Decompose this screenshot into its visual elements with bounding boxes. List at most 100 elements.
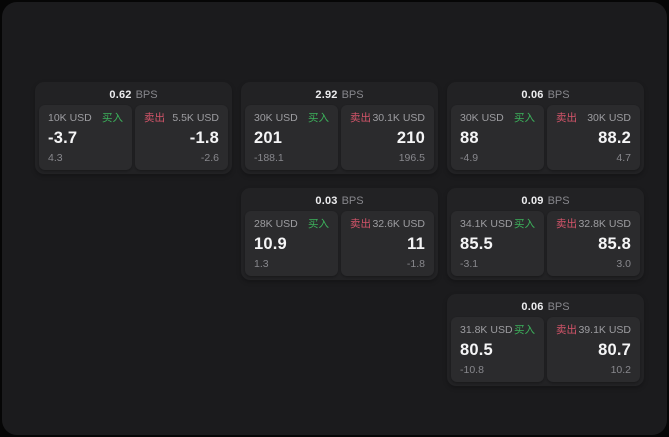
spread-value: 0.09: [521, 194, 544, 207]
bps-unit-label: BPS: [341, 88, 364, 101]
buy-delta: -4.9: [460, 151, 479, 164]
quote-panes: 30K USD 买入 88 -4.9 卖出 30K USD 88.2 4.7: [447, 105, 644, 174]
quote-panes: 31.8K USD 买入 80.5 -10.8 卖出 39.1K USD 80.…: [447, 317, 644, 386]
sell-tile-top: 卖出 32.8K USD: [556, 219, 631, 230]
buy-delta: 1.3: [254, 257, 269, 270]
buy-price: 88: [460, 128, 479, 147]
sell-side-label: 卖出: [350, 112, 371, 124]
sell-side-label: 卖出: [350, 218, 371, 230]
buy-tile-top: 10K USD 买入: [48, 113, 123, 124]
spread-value: 0.62: [109, 88, 132, 101]
quote-card-grid: 0.62 BPS 10K USD 买入 -3.7 4.3 卖出: [35, 82, 644, 386]
sell-notional: 32.8K USD: [578, 218, 631, 230]
buy-side-label: 买入: [308, 218, 329, 230]
buy-price: 80.5: [460, 340, 493, 359]
sell-quote-tile[interactable]: 卖出 30K USD 88.2 4.7: [547, 105, 640, 170]
buy-delta: -188.1: [254, 151, 284, 164]
spread-header: 0.62 BPS: [35, 82, 232, 105]
sell-price: 80.7: [598, 340, 631, 359]
sell-tile-top: 卖出 32.6K USD: [350, 219, 425, 230]
sell-price: 210: [396, 128, 425, 147]
buy-delta: -3.1: [460, 257, 479, 270]
buy-tile-top: 30K USD 买入: [254, 113, 329, 124]
buy-delta: 4.3: [48, 151, 63, 164]
spread-header: 0.06 BPS: [447, 294, 644, 317]
buy-notional: 28K USD: [254, 218, 298, 230]
buy-side-label: 买入: [514, 112, 535, 124]
quote-panes: 34.1K USD 买入 85.5 -3.1 卖出 32.8K USD 85.8…: [447, 211, 644, 280]
spread-value: 0.06: [521, 88, 544, 101]
buy-delta: -10.8: [460, 363, 484, 376]
sell-side-label: 卖出: [556, 112, 577, 124]
buy-tile-top: 31.8K USD 买入: [460, 325, 535, 336]
bps-unit-label: BPS: [341, 194, 364, 207]
buy-price: 10.9: [254, 234, 287, 253]
sell-quote-tile[interactable]: 卖出 32.6K USD 11 -1.8: [341, 211, 434, 276]
buy-notional: 30K USD: [254, 112, 298, 124]
buy-notional: 10K USD: [48, 112, 92, 124]
buy-quote-tile[interactable]: 10K USD 买入 -3.7 4.3: [39, 105, 132, 170]
bps-unit-label: BPS: [135, 88, 158, 101]
buy-quote-tile[interactable]: 34.1K USD 买入 85.5 -3.1: [451, 211, 544, 276]
buy-price: 201: [254, 128, 283, 147]
sell-quote-tile[interactable]: 卖出 30.1K USD 210 196.5: [341, 105, 434, 170]
buy-notional: 31.8K USD: [460, 324, 513, 336]
quote-card-3: 0.06 BPS 30K USD 买入 88 -4.9 卖出: [447, 82, 644, 174]
buy-quote-tile[interactable]: 28K USD 买入 10.9 1.3: [245, 211, 338, 276]
sell-price: 85.8: [598, 234, 631, 253]
quote-card-5: 0.09 BPS 34.1K USD 买入 85.5 -3.1 卖出: [447, 188, 644, 280]
quote-panes: 10K USD 买入 -3.7 4.3 卖出 5.5K USD -1.8 -2.…: [35, 105, 232, 174]
sell-tile-top: 卖出 30.1K USD: [350, 113, 425, 124]
buy-side-label: 买入: [102, 112, 123, 124]
sell-quote-tile[interactable]: 卖出 39.1K USD 80.7 10.2: [547, 317, 640, 382]
sell-delta: 4.7: [616, 151, 631, 164]
sell-notional: 30.1K USD: [372, 112, 425, 124]
sell-side-label: 卖出: [144, 112, 165, 124]
sell-quote-tile[interactable]: 卖出 5.5K USD -1.8 -2.6: [135, 105, 228, 170]
sell-price: 11: [407, 234, 425, 253]
buy-quote-tile[interactable]: 31.8K USD 买入 80.5 -10.8: [451, 317, 544, 382]
sell-notional: 32.6K USD: [372, 218, 425, 230]
buy-notional: 34.1K USD: [460, 218, 513, 230]
sell-side-label: 卖出: [556, 218, 577, 230]
sell-delta: 10.2: [610, 363, 631, 376]
buy-side-label: 买入: [308, 112, 329, 124]
quote-card-2: 2.92 BPS 30K USD 买入 201 -188.1 卖出: [241, 82, 438, 174]
bps-unit-label: BPS: [547, 300, 570, 313]
sell-delta: -2.6: [200, 151, 219, 164]
sell-quote-tile[interactable]: 卖出 32.8K USD 85.8 3.0: [547, 211, 640, 276]
buy-notional: 30K USD: [460, 112, 504, 124]
buy-tile-top: 34.1K USD 买入: [460, 219, 535, 230]
buy-tile-top: 28K USD 买入: [254, 219, 329, 230]
buy-tile-top: 30K USD 买入: [460, 113, 535, 124]
quote-card-1: 0.62 BPS 10K USD 买入 -3.7 4.3 卖出: [35, 82, 232, 174]
buy-quote-tile[interactable]: 30K USD 买入 88 -4.9: [451, 105, 544, 170]
buy-side-label: 买入: [514, 324, 535, 336]
quote-panes: 30K USD 买入 201 -188.1 卖出 30.1K USD 210 1…: [241, 105, 438, 174]
sell-price: -1.8: [189, 128, 219, 147]
spread-header: 2.92 BPS: [241, 82, 438, 105]
sell-price: 88.2: [598, 128, 631, 147]
bps-unit-label: BPS: [547, 88, 570, 101]
buy-price: -3.7: [48, 128, 78, 147]
spread-header: 0.09 BPS: [447, 188, 644, 211]
sell-notional: 39.1K USD: [578, 324, 631, 336]
sell-delta: 3.0: [616, 257, 631, 270]
quote-card-6: 0.06 BPS 31.8K USD 买入 80.5 -10.8 卖: [447, 294, 644, 386]
quote-panes: 28K USD 买入 10.9 1.3 卖出 32.6K USD 11 -1.8: [241, 211, 438, 280]
sell-notional: 5.5K USD: [172, 112, 219, 124]
spread-header: 0.03 BPS: [241, 188, 438, 211]
spread-value: 2.92: [315, 88, 338, 101]
sell-tile-top: 卖出 30K USD: [556, 113, 631, 124]
buy-quote-tile[interactable]: 30K USD 买入 201 -188.1: [245, 105, 338, 170]
sell-tile-top: 卖出 5.5K USD: [144, 113, 219, 124]
spread-header: 0.06 BPS: [447, 82, 644, 105]
sell-side-label: 卖出: [556, 324, 577, 336]
sell-notional: 30K USD: [587, 112, 631, 124]
sell-delta: 196.5: [398, 151, 425, 164]
spread-value: 0.06: [521, 300, 544, 313]
buy-side-label: 买入: [514, 218, 535, 230]
quote-card-4: 0.03 BPS 28K USD 买入 10.9 1.3 卖出: [241, 188, 438, 280]
